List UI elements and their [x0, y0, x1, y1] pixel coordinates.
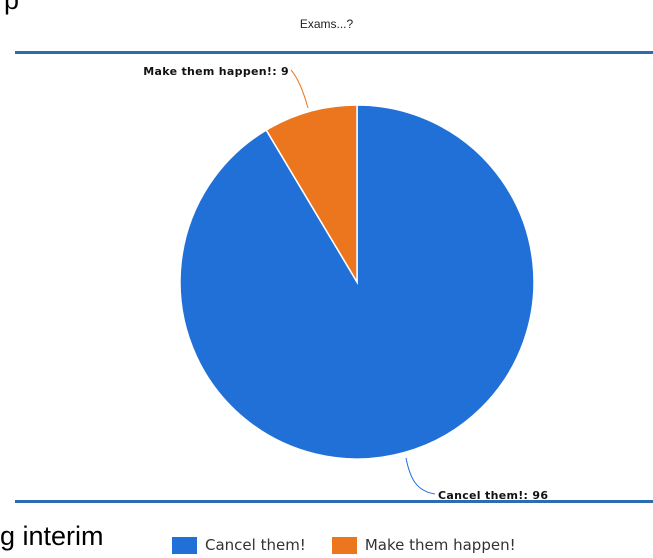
chart-bottom-border — [15, 500, 653, 503]
background-slide-text-top: p — [4, 0, 20, 15]
legend-item-cancel: Cancel them! — [172, 536, 306, 554]
leader-line-make — [290, 69, 309, 109]
data-label-make: Make them happen!: 9 — [143, 65, 289, 78]
legend-label-make: Make them happen! — [364, 536, 516, 554]
legend-swatch-make — [331, 536, 357, 554]
legend-label-cancel: Cancel them! — [205, 536, 306, 554]
leader-line-cancel — [405, 457, 436, 495]
chart-top-border — [15, 51, 653, 54]
chart-legend: Cancel them! Make them happen! — [172, 536, 542, 554]
legend-swatch-cancel — [172, 536, 197, 554]
data-label-cancel: Cancel them!: 96 — [438, 489, 548, 502]
chart-title: Exams...? — [299, 17, 354, 31]
pie-slice-make — [265, 104, 358, 285]
background-slide-text-bottom: g interim — [0, 521, 104, 551]
legend-item-make: Make them happen! — [331, 536, 516, 554]
